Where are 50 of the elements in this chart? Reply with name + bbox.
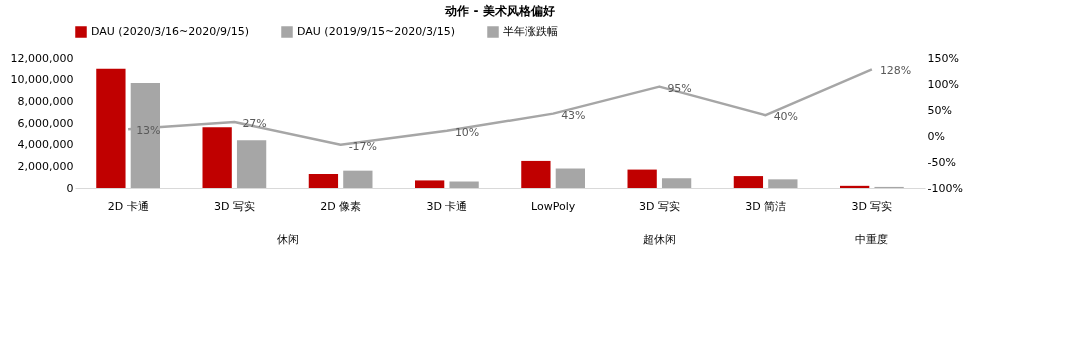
- bar: [308, 173, 339, 188]
- y-tick-label: 10,000,000: [10, 73, 74, 87]
- y2-tick-label: -50%: [927, 155, 956, 169]
- bar: [733, 176, 764, 188]
- legend-label: DAU (2020/3/16~2020/9/15): [91, 25, 249, 38]
- bar: [96, 68, 126, 188]
- y-tick-label: 6,000,000: [17, 116, 74, 130]
- legend-label: 半年涨跌幅: [503, 25, 558, 38]
- data-label: 10%: [454, 125, 480, 139]
- y-tick-label: 2,000,000: [17, 159, 74, 173]
- bar: [555, 168, 585, 188]
- x-tick-label: 3D 写实: [638, 199, 680, 213]
- bar: [661, 178, 692, 188]
- bar: [768, 179, 798, 188]
- x-tick-label: 3D 简洁: [745, 199, 787, 213]
- bar: [449, 181, 479, 188]
- text: 休闲: [276, 233, 299, 246]
- x-tick-label: 3D 写实: [851, 199, 893, 213]
- y2-tick-label: 150%: [927, 51, 959, 65]
- text: 超休闲: [642, 233, 676, 246]
- x-tick-label: 2D 卡通: [107, 199, 149, 213]
- y2-tick-label: 50%: [927, 103, 952, 117]
- data-label: 95%: [667, 81, 692, 95]
- y2-tick-label: 0%: [927, 129, 945, 143]
- data-label: 128%: [879, 64, 912, 78]
- data-label: 27%: [242, 116, 267, 130]
- data-label: 40%: [773, 110, 799, 124]
- data-label: -17%: [348, 139, 378, 153]
- chart-title: 动作 - 美术风格偏好: [444, 4, 555, 18]
- x-tick-label: 3D 写实: [213, 199, 255, 213]
- legend-label: DAU (2019/9/15~2020/3/15): [297, 25, 455, 38]
- bar: [202, 127, 232, 188]
- y2-tick-label: -100%: [927, 181, 963, 195]
- x-tick-label: LowPoly: [531, 199, 576, 213]
- data-label: 13%: [136, 124, 161, 138]
- bar: [236, 140, 267, 188]
- y-tick-label: 4,000,000: [17, 138, 74, 152]
- bar: [840, 185, 870, 188]
- y-tick-label: 8,000,000: [17, 94, 74, 108]
- text: 中重度: [855, 233, 889, 246]
- y-tick-label: 12,000,000: [10, 51, 74, 65]
- x-tick-label: 3D 卡通: [426, 199, 468, 213]
- bar: [415, 180, 445, 188]
- bar: [627, 169, 657, 188]
- x-tick-label: 2D 像素: [320, 199, 362, 213]
- bar: [343, 170, 373, 188]
- bar: [521, 160, 551, 188]
- y2-tick-label: 100%: [927, 77, 959, 91]
- data-label: 43%: [561, 108, 586, 122]
- y-tick-label: 0: [66, 181, 74, 195]
